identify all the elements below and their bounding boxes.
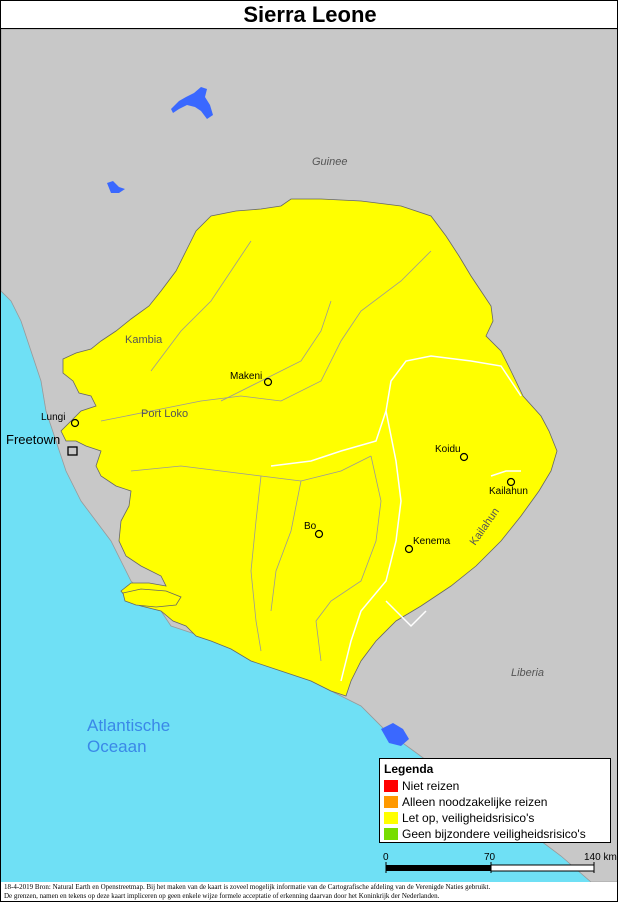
region-label-kambia: Kambia xyxy=(125,334,163,346)
scale-bar xyxy=(385,862,595,873)
footer-source-line: 18-4-2019 Bron: Natural Earth en Openstr… xyxy=(4,883,491,891)
city-marker-icon xyxy=(506,477,516,487)
city-kailahun[interactable]: Kailahun xyxy=(489,477,528,498)
capital-marker-icon xyxy=(67,446,78,456)
city-label-lungi: Lungi xyxy=(41,412,65,423)
map-footer: 18-4-2019 Bron: Natural Earth en Openstr… xyxy=(1,882,617,901)
city-marker-icon xyxy=(263,377,273,387)
city-label-kenema: Kenema xyxy=(413,536,451,547)
province-borders xyxy=(270,355,522,682)
map-title: Sierra Leone xyxy=(1,1,617,29)
district-borders xyxy=(100,240,432,662)
scale-label-mid: 70 xyxy=(484,852,496,863)
city-bo[interactable]: Bo xyxy=(304,521,324,539)
scale-label-zero: 0 xyxy=(383,852,389,863)
country-label-guinea: Guinee xyxy=(312,156,347,168)
sherbro-island xyxy=(122,588,182,608)
city-marker-icon xyxy=(70,418,80,428)
legend-label: Let op, veiligheidsrisico's xyxy=(402,811,535,825)
region-label-port-loko: Port Loko xyxy=(141,408,188,420)
legend-label: Alleen noodzakelijke reizen xyxy=(402,795,548,809)
legend-title: Legenda xyxy=(384,762,434,776)
city-makeni[interactable]: Makeni xyxy=(230,371,273,387)
legend-label: Geen bijzondere veiligheidsrisico's xyxy=(402,827,586,841)
legend-item-alleen-noodzakelijk: Alleen noodzakelijke reizen xyxy=(384,794,606,810)
city-lungi[interactable]: Lungi xyxy=(41,412,80,428)
map-canvas: Guinee Liberia Atlantische Oceaan Kambia… xyxy=(1,29,617,882)
ocean-label-line1: Atlantische xyxy=(87,716,170,735)
city-koidu[interactable]: Koidu xyxy=(435,444,469,462)
city-label-bo: Bo xyxy=(304,521,317,532)
ocean-label-line2: Oceaan xyxy=(87,737,147,756)
lake-guinea-north xyxy=(171,87,213,119)
legend-swatch xyxy=(384,828,398,840)
city-marker-icon xyxy=(404,544,414,554)
city-marker-icon xyxy=(314,529,324,539)
city-label-makeni: Makeni xyxy=(230,371,262,382)
city-marker-icon xyxy=(459,452,469,462)
city-freetown[interactable]: Freetown xyxy=(6,432,78,456)
legend-item-niet-reizen: Niet reizen xyxy=(384,778,606,794)
city-label-koidu: Koidu xyxy=(435,444,461,455)
country-label-liberia: Liberia xyxy=(511,667,544,679)
legend-item-let-op: Let op, veiligheidsrisico's xyxy=(384,810,606,826)
city-kenema[interactable]: Kenema xyxy=(404,536,451,554)
legend-swatch xyxy=(384,780,398,792)
sierra-leone-territory xyxy=(60,198,558,697)
legend-swatch xyxy=(384,796,398,808)
legend-item-geen-risico: Geen bijzondere veiligheidsrisico's xyxy=(384,826,606,842)
legend: Legenda Niet reizen Alleen noodzakelijke… xyxy=(379,758,611,843)
city-label-freetown: Freetown xyxy=(6,432,60,447)
footer-disclaimer-line: De grenzen, namen en tekens op deze kaar… xyxy=(4,892,440,900)
legend-swatch xyxy=(384,812,398,824)
lake-guinea-west xyxy=(107,181,125,193)
lake-liberia xyxy=(381,723,409,746)
city-label-kailahun: Kailahun xyxy=(489,486,528,497)
legend-label: Niet reizen xyxy=(402,779,460,793)
scale-label-end: 140 km xyxy=(584,852,617,863)
